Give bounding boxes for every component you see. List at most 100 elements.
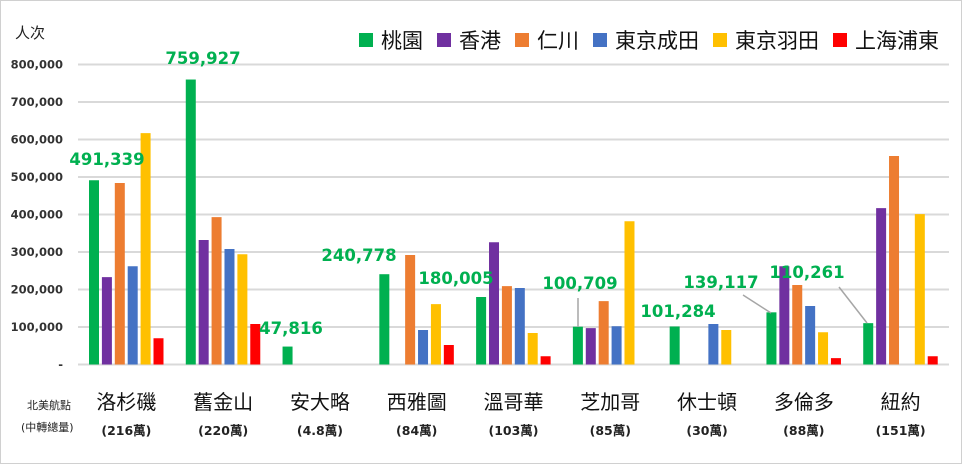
bar-3-1 — [224, 249, 235, 365]
bar-3-4 — [514, 288, 525, 365]
bar-4-4 — [527, 333, 538, 365]
bar-0-6 — [669, 326, 680, 365]
y-tick-label: 400,000 — [11, 208, 63, 222]
bar-4-6 — [721, 330, 732, 365]
bar-1-8 — [876, 208, 887, 365]
bar-1-0 — [101, 277, 112, 365]
data-label: 110,261 — [769, 263, 844, 282]
legend-label: 上海浦東 — [855, 29, 939, 53]
bar-0-2 — [282, 346, 293, 365]
category-label: 多倫多 — [774, 390, 834, 414]
data-label: 240,778 — [321, 246, 396, 265]
category-sublabel: (88萬) — [783, 423, 824, 438]
y-axis-title: 人次 — [15, 24, 45, 42]
y-tick-label: 500,000 — [11, 170, 63, 184]
data-label: 491,339 — [69, 150, 144, 169]
legend-swatch — [437, 33, 451, 47]
bar-0-0 — [89, 180, 99, 365]
category-sublabel: (4.8萬) — [297, 423, 343, 438]
y-tick-label: 100,000 — [11, 320, 63, 334]
legend-swatch — [593, 33, 607, 47]
legend-label: 香港 — [459, 29, 501, 53]
data-label: 139,117 — [683, 273, 758, 292]
category-sublabel: (151萬) — [876, 423, 926, 438]
bar-2-8 — [889, 156, 900, 365]
y-tick-label: 700,000 — [11, 95, 63, 109]
bar-1-5 — [585, 328, 596, 365]
bar-1-7 — [779, 266, 790, 365]
bar-5-3 — [443, 345, 454, 365]
data-label: 101,284 — [640, 302, 715, 321]
category-sublabel: (103萬) — [488, 423, 538, 438]
bar-0-7 — [766, 312, 777, 365]
bar-4-3 — [430, 304, 441, 365]
legend-item: 東京成田 — [593, 25, 699, 55]
category-label: 安大略 — [290, 390, 350, 414]
legend-item: 香港 — [437, 25, 501, 55]
bar-0-1 — [185, 79, 196, 365]
bar-0-3 — [379, 274, 390, 365]
bar-2-5 — [598, 301, 609, 365]
y-tick-label: 300,000 — [11, 245, 63, 259]
bar-3-5 — [611, 326, 622, 365]
bar-2-0 — [114, 183, 125, 365]
y-tick-label: 200,000 — [11, 283, 63, 297]
data-label: 759,927 — [165, 49, 240, 68]
legend-label: 東京成田 — [615, 29, 699, 53]
bar-3-6 — [708, 324, 719, 365]
legend-swatch — [359, 33, 373, 47]
bar-4-7 — [818, 332, 829, 365]
bar-4-0 — [140, 133, 151, 365]
category-label: 芝加哥 — [580, 390, 640, 414]
category-label: 洛杉磯 — [96, 390, 156, 414]
bar-5-4 — [540, 356, 551, 365]
bar-3-0 — [127, 266, 138, 365]
bar-2-7 — [792, 285, 803, 365]
legend-item: 上海浦東 — [833, 25, 939, 55]
leader-line — [742, 294, 772, 314]
bar-5-0 — [153, 338, 164, 365]
legend-item: 東京羽田 — [713, 25, 819, 55]
legend-label: 東京羽田 — [735, 29, 819, 53]
data-label: 47,816 — [259, 319, 323, 338]
bar-0-8 — [863, 323, 874, 365]
legend-label: 仁川 — [537, 29, 579, 53]
bar-4-8 — [914, 214, 925, 365]
bar-4-5 — [624, 221, 635, 365]
bar-5-8 — [927, 356, 938, 365]
bar-2-3 — [405, 255, 416, 365]
legend-swatch — [515, 33, 529, 47]
legend-item: 仁川 — [515, 25, 579, 55]
y-tick-label: 800,000 — [11, 58, 63, 72]
bar-1-4 — [489, 242, 500, 365]
legend-swatch — [713, 33, 727, 47]
category-sublabel: (220萬) — [198, 423, 248, 438]
data-label: 180,005 — [418, 269, 493, 288]
bar-4-1 — [237, 254, 248, 365]
category-sublabel: (85萬) — [590, 423, 631, 438]
data-label: 100,709 — [542, 274, 617, 293]
category-sublabel: (216萬) — [101, 423, 151, 438]
bar-3-3 — [418, 330, 429, 365]
category-label: 西雅圖 — [387, 390, 447, 414]
bar-2-4 — [501, 286, 512, 365]
category-label: 紐約 — [881, 390, 921, 414]
category-label: 休士頓 — [677, 390, 737, 414]
bar-2-1 — [211, 217, 222, 365]
x-axis-title-line2: (中轉總量) — [21, 420, 74, 434]
bar-5-1 — [250, 324, 261, 365]
y-tick-label: - — [58, 358, 63, 372]
leader-line — [838, 286, 868, 324]
category-label: 溫哥華 — [484, 390, 544, 414]
bar-0-5 — [572, 326, 583, 365]
legend: 桃園 香港 仁川 東京成田 東京羽田 上海浦東 — [359, 25, 939, 55]
category-sublabel: (84萬) — [396, 423, 437, 438]
bar-3-7 — [805, 306, 816, 365]
y-tick-label: 600,000 — [11, 133, 63, 147]
bar-0-4 — [476, 296, 487, 365]
legend-label: 桃園 — [381, 29, 423, 53]
category-label: 舊金山 — [193, 390, 253, 414]
bar-1-1 — [198, 240, 209, 365]
